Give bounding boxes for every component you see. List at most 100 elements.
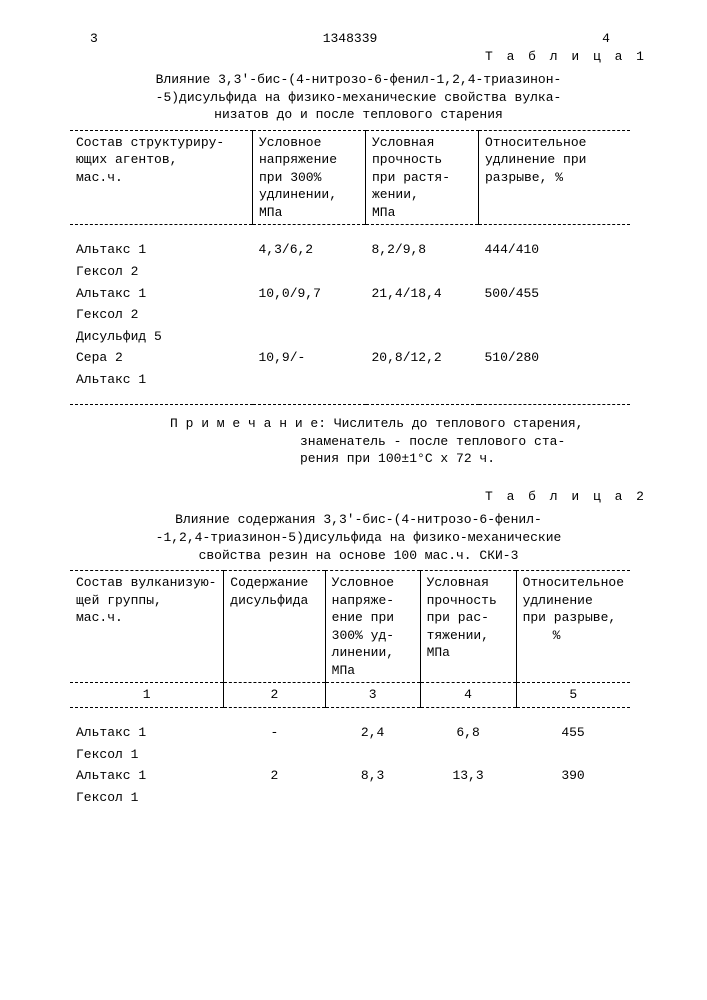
cell: 10,0/9,7 [253,283,366,305]
hdr: напряже- [332,593,394,608]
hdr: щей группы, [76,593,162,608]
hdr: при разрыве, [523,610,617,625]
page-header: 3 1348339 4 [90,30,610,48]
hdr: прочность [372,152,442,167]
table-row: Гексол 1 [70,744,630,766]
colnum: 5 [516,683,630,707]
hdr: ющих агентов, [76,152,177,167]
hdr: разрыве, % [485,170,563,185]
cell: Гексол 1 [70,744,224,766]
caption-line: свойства резин на основе 100 мас.ч. СКИ-… [199,548,519,563]
cell: Альтакс 1 [70,722,224,744]
cell: 455 [516,722,630,744]
hdr: удлинение [523,593,593,608]
colnum: 4 [420,683,516,707]
hdr: МПа [372,205,395,220]
cell: 2,4 [325,722,420,744]
table1: Состав структуриру- ющих агентов, мас.ч.… [70,130,630,406]
table1-caption: Влияние 3,3'-бис-(4-нитрозо-6-фенил-1,2,… [119,71,599,124]
hdr: мас.ч. [76,170,123,185]
caption-line: Влияние содержания 3,3'-бис-(4-нитрозо-6… [175,512,542,527]
table2-header: Состав вулканизую- щей группы, мас.ч. Со… [70,571,630,683]
hdr: 300% уд- [332,628,394,643]
note-line: П р и м е ч а н и е: Числитель до теплов… [170,416,583,431]
table2-colnums: 1 2 3 4 5 [70,683,630,707]
hdr: МПа [427,645,450,660]
cell: 510/280 [479,347,631,369]
hdr: Состав вулканизую- [76,575,216,590]
table-row: Альтакс 1 [70,369,630,391]
hdr: прочность [427,593,497,608]
table-row: Сера 210,9/-20,8/12,2510/280 [70,347,630,369]
cell: Альтакс 1 [70,369,253,391]
caption-line: Влияние 3,3'-бис-(4-нитрозо-6-фенил-1,2,… [156,72,562,87]
hdr: МПа [259,205,282,220]
table2-caption: Влияние содержания 3,3'-бис-(4-нитрозо-6… [119,511,599,564]
table-row: Гексол 2 [70,261,630,283]
table1-label: Т а б л и ц а 1 [60,48,647,66]
hdr: при растя- [372,170,450,185]
hdr: линении, [332,645,394,660]
hdr: мас.ч. [76,610,123,625]
hdr: Условное [332,575,394,590]
cell: 500/455 [479,283,631,305]
cell: Альтакс 1 [70,765,224,787]
cell: 444/410 [479,239,631,261]
hdr: Условная [372,135,434,150]
colnum: 3 [325,683,420,707]
page-left-num: 3 [90,30,98,48]
hdr: Состав структуриру- [76,135,224,150]
cell: 6,8 [420,722,516,744]
table-row: Альтакс 14,3/6,28,2/9,8444/410 [70,239,630,261]
table-row: Гексол 2 [70,304,630,326]
hdr: при 300% [259,170,321,185]
hdr: Относительное [523,575,624,590]
hdr: удлинении, [259,187,337,202]
cell: 21,4/18,4 [366,283,479,305]
cell: Сера 2 [70,347,253,369]
cell: Альтакс 1 [70,239,253,261]
hdr: МПа [332,663,355,678]
colnum: 2 [224,683,325,707]
table2-label: Т а б л и ц а 2 [60,488,647,506]
cell: Гексол 2 [70,304,253,326]
cell: 20,8/12,2 [366,347,479,369]
hdr: напряжение [259,152,337,167]
table-row: Альтакс 128,313,3390 [70,765,630,787]
cell: 2 [224,765,325,787]
table1-header: Состав структуриру- ющих агентов, мас.ч.… [70,131,630,225]
cell: Гексол 1 [70,787,224,809]
caption-line: -1,2,4-триазинон-5)дисульфида на физико-… [156,530,562,545]
cell: Гексол 2 [70,261,253,283]
hdr: Условная [427,575,489,590]
cell: 13,3 [420,765,516,787]
cell: 4,3/6,2 [253,239,366,261]
hdr: дисульфида [230,593,308,608]
table-row: Альтакс 110,0/9,721,4/18,4500/455 [70,283,630,305]
table-row: Дисульфид 5 [70,326,630,348]
caption-line: -5)дисульфида на физико-механические сво… [156,90,562,105]
hdr: удлинение при [485,152,586,167]
cell: 10,9/- [253,347,366,369]
doc-number: 1348339 [323,30,378,48]
hdr: Содержание [230,575,308,590]
note-line: рения при 100±1°С х 72 ч. [300,451,495,466]
table1-note: П р и м е ч а н и е: Числитель до теплов… [170,415,657,468]
cell: 8,2/9,8 [366,239,479,261]
hdr: Относительное [485,135,586,150]
cell: 390 [516,765,630,787]
caption-line: низатов до и после теплового старения [214,107,503,122]
hdr: % [553,628,561,643]
hdr: ение при [332,610,394,625]
hdr: Условное [259,135,321,150]
cell: Дисульфид 5 [70,326,253,348]
cell: - [224,722,325,744]
table2: Состав вулканизую- щей группы, мас.ч. Со… [70,570,630,808]
note-line: знаменатель - после теплового ста- [300,434,565,449]
cell: 8,3 [325,765,420,787]
hdr: жении, [372,187,419,202]
colnum: 1 [70,683,224,707]
page-right-num: 4 [602,30,610,48]
hdr: тяжении, [427,628,489,643]
table-row: Альтакс 1-2,46,8455 [70,722,630,744]
